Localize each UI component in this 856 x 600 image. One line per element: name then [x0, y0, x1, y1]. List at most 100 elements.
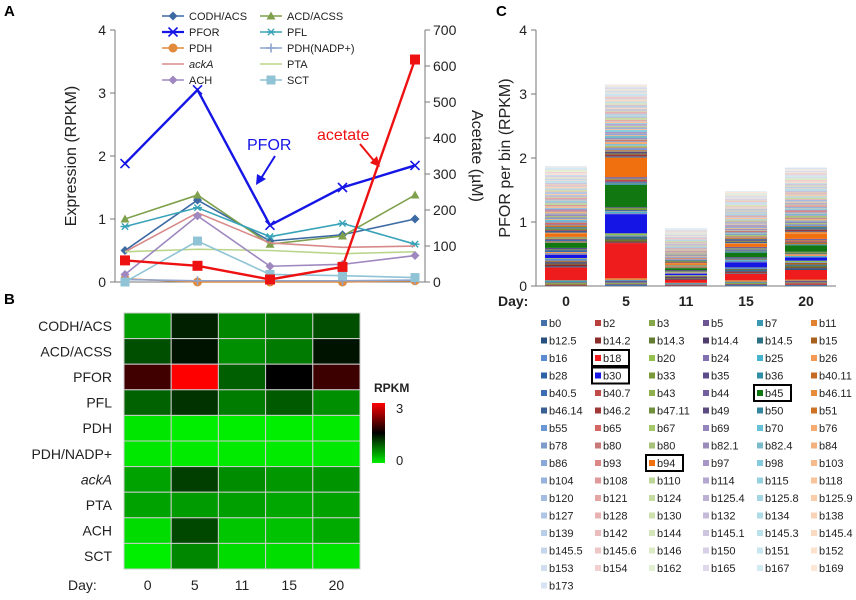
- legend-bin-label: b7: [765, 318, 777, 330]
- stacked-segment-b46-11: [725, 243, 767, 244]
- legend-bin-label: b108: [603, 476, 627, 488]
- stacked-segment-b145-4: [605, 99, 647, 102]
- panel-c-bars: [545, 84, 827, 286]
- legend-swatch: [703, 460, 709, 466]
- stacked-segment-b173: [665, 228, 707, 230]
- legend-bin-label: b139: [549, 528, 573, 540]
- legend-bin-label: b11: [819, 318, 837, 330]
- series-point: [338, 231, 347, 240]
- stacked-segment-b78: [545, 217, 587, 219]
- stacked-segment-b5: [545, 281, 587, 283]
- stacked-segment-b82-4: [605, 135, 647, 139]
- stacked-segment-b24: [725, 261, 767, 263]
- stacked-segment-b25: [725, 260, 767, 262]
- stacked-segment-b167: [545, 167, 587, 170]
- stacked-segment-b169: [725, 191, 767, 194]
- legend-bin-label: b150: [711, 546, 735, 558]
- stacked-segment-b125-4: [725, 214, 767, 216]
- stacked-segment-b125-4: [605, 116, 647, 118]
- stacked-segment-b142: [665, 238, 707, 240]
- stacked-segment-b121: [545, 197, 587, 200]
- legend-bin-label: b69: [711, 423, 729, 435]
- legend-bin-label: b167: [765, 563, 789, 575]
- heatmap-cell: [217, 312, 267, 340]
- stacked-segment-b152: [545, 173, 587, 175]
- stacked-segment-b40-5: [605, 181, 647, 183]
- stacked-segment-b145-1: [545, 182, 587, 184]
- stacked-segment-b169: [605, 84, 647, 87]
- series-point: [193, 204, 202, 212]
- series-point: [337, 182, 348, 193]
- stacked-segment-b40-7: [665, 266, 707, 267]
- stacked-segment-b15: [665, 275, 707, 277]
- stacked-segment-b173: [725, 191, 767, 192]
- legend-bin-label: b145.6: [603, 546, 637, 558]
- stacked-segment-b145-4: [545, 180, 587, 182]
- series-point: [409, 160, 421, 171]
- legend-swatch: [703, 530, 709, 536]
- stacked-segment-b14-2: [785, 267, 827, 269]
- heatmap-cell: [312, 542, 361, 570]
- stacked-segment-b18: [545, 267, 587, 281]
- stacked-segment-b26: [545, 251, 587, 254]
- stacked-segment-b94: [785, 233, 827, 239]
- stacked-segment-b121: [725, 216, 767, 218]
- stacked-segment-b50: [785, 226, 827, 229]
- legend-swatch: [703, 372, 709, 379]
- legend-bin-label: b12.5: [549, 336, 577, 348]
- panel-c-legend: b0 b2 b3 b5 b7 b11 b12.5 b14.2 b14.3 b14.4 b14.5 b1…: [541, 318, 853, 593]
- stacked-segment-b30: [785, 257, 827, 261]
- stacked-segment-b33: [665, 271, 707, 272]
- legend-highlight-box: [591, 366, 630, 385]
- series-point: [410, 190, 420, 199]
- legend-bin-label: b16: [549, 353, 567, 365]
- legend-swatch: [703, 390, 709, 396]
- stacked-segment-b124: [785, 197, 827, 200]
- stacked-segment-b127: [605, 113, 647, 115]
- stacked-segment-b169: [785, 169, 827, 171]
- legend-bin-label: b146: [657, 546, 681, 558]
- stacked-segment-b130: [605, 110, 647, 112]
- stacked-segment-b14-4: [605, 238, 647, 240]
- colorbar-max: 3: [396, 401, 403, 416]
- legend-marker-stroke: [267, 28, 275, 36]
- left-tick-label: 3: [98, 85, 106, 101]
- stacked-segment-b144: [725, 204, 767, 207]
- legend-swatch: [757, 390, 763, 396]
- legend-swatch: [595, 320, 601, 326]
- right-tick-label: 500: [433, 94, 457, 110]
- stacked-segment-b20: [785, 260, 827, 263]
- legend-bin-label: b65: [603, 423, 621, 435]
- stacked-segment-b30: [725, 262, 767, 268]
- stacked-segment-b14-4: [725, 270, 767, 272]
- stacked-segment-b47-11: [725, 240, 767, 242]
- stacked-segment-b97: [725, 224, 767, 226]
- stacked-segment-b86: [725, 226, 767, 228]
- stacked-segment-b14-4: [665, 277, 707, 279]
- legend-swatch: [595, 425, 601, 431]
- heatmap-cell: [265, 363, 314, 391]
- series-point: [410, 273, 420, 283]
- series-point: [120, 214, 130, 223]
- heatmap-cell: [312, 312, 361, 340]
- stacked-segment-b3: [785, 282, 827, 284]
- right-tick-label: 700: [433, 22, 457, 38]
- stacked-segment-b46-2: [665, 262, 707, 263]
- stacked-segment-b97: [605, 131, 647, 134]
- heatmap-cell: [217, 542, 267, 570]
- stacked-segment-b145-4: [665, 236, 707, 237]
- legend-swatch: [541, 320, 547, 326]
- stacked-segment-b0: [605, 284, 647, 286]
- heatmap-row-label: PTA: [86, 497, 113, 513]
- stacked-segment-b24: [545, 253, 587, 255]
- stacked-segment-b103: [545, 206, 587, 208]
- stacked-segment-b45: [785, 245, 827, 252]
- stacked-segment-b145-1: [785, 183, 827, 186]
- stacked-segment-b115: [545, 200, 587, 203]
- legend-bin-label: b151: [765, 546, 789, 558]
- heatmap-cell: [265, 389, 314, 416]
- stacked-segment-b47-11: [605, 153, 647, 155]
- stacked-segment-b35: [725, 257, 767, 259]
- legend-swatch: [595, 495, 601, 501]
- legend-bin-label: b144: [657, 528, 681, 540]
